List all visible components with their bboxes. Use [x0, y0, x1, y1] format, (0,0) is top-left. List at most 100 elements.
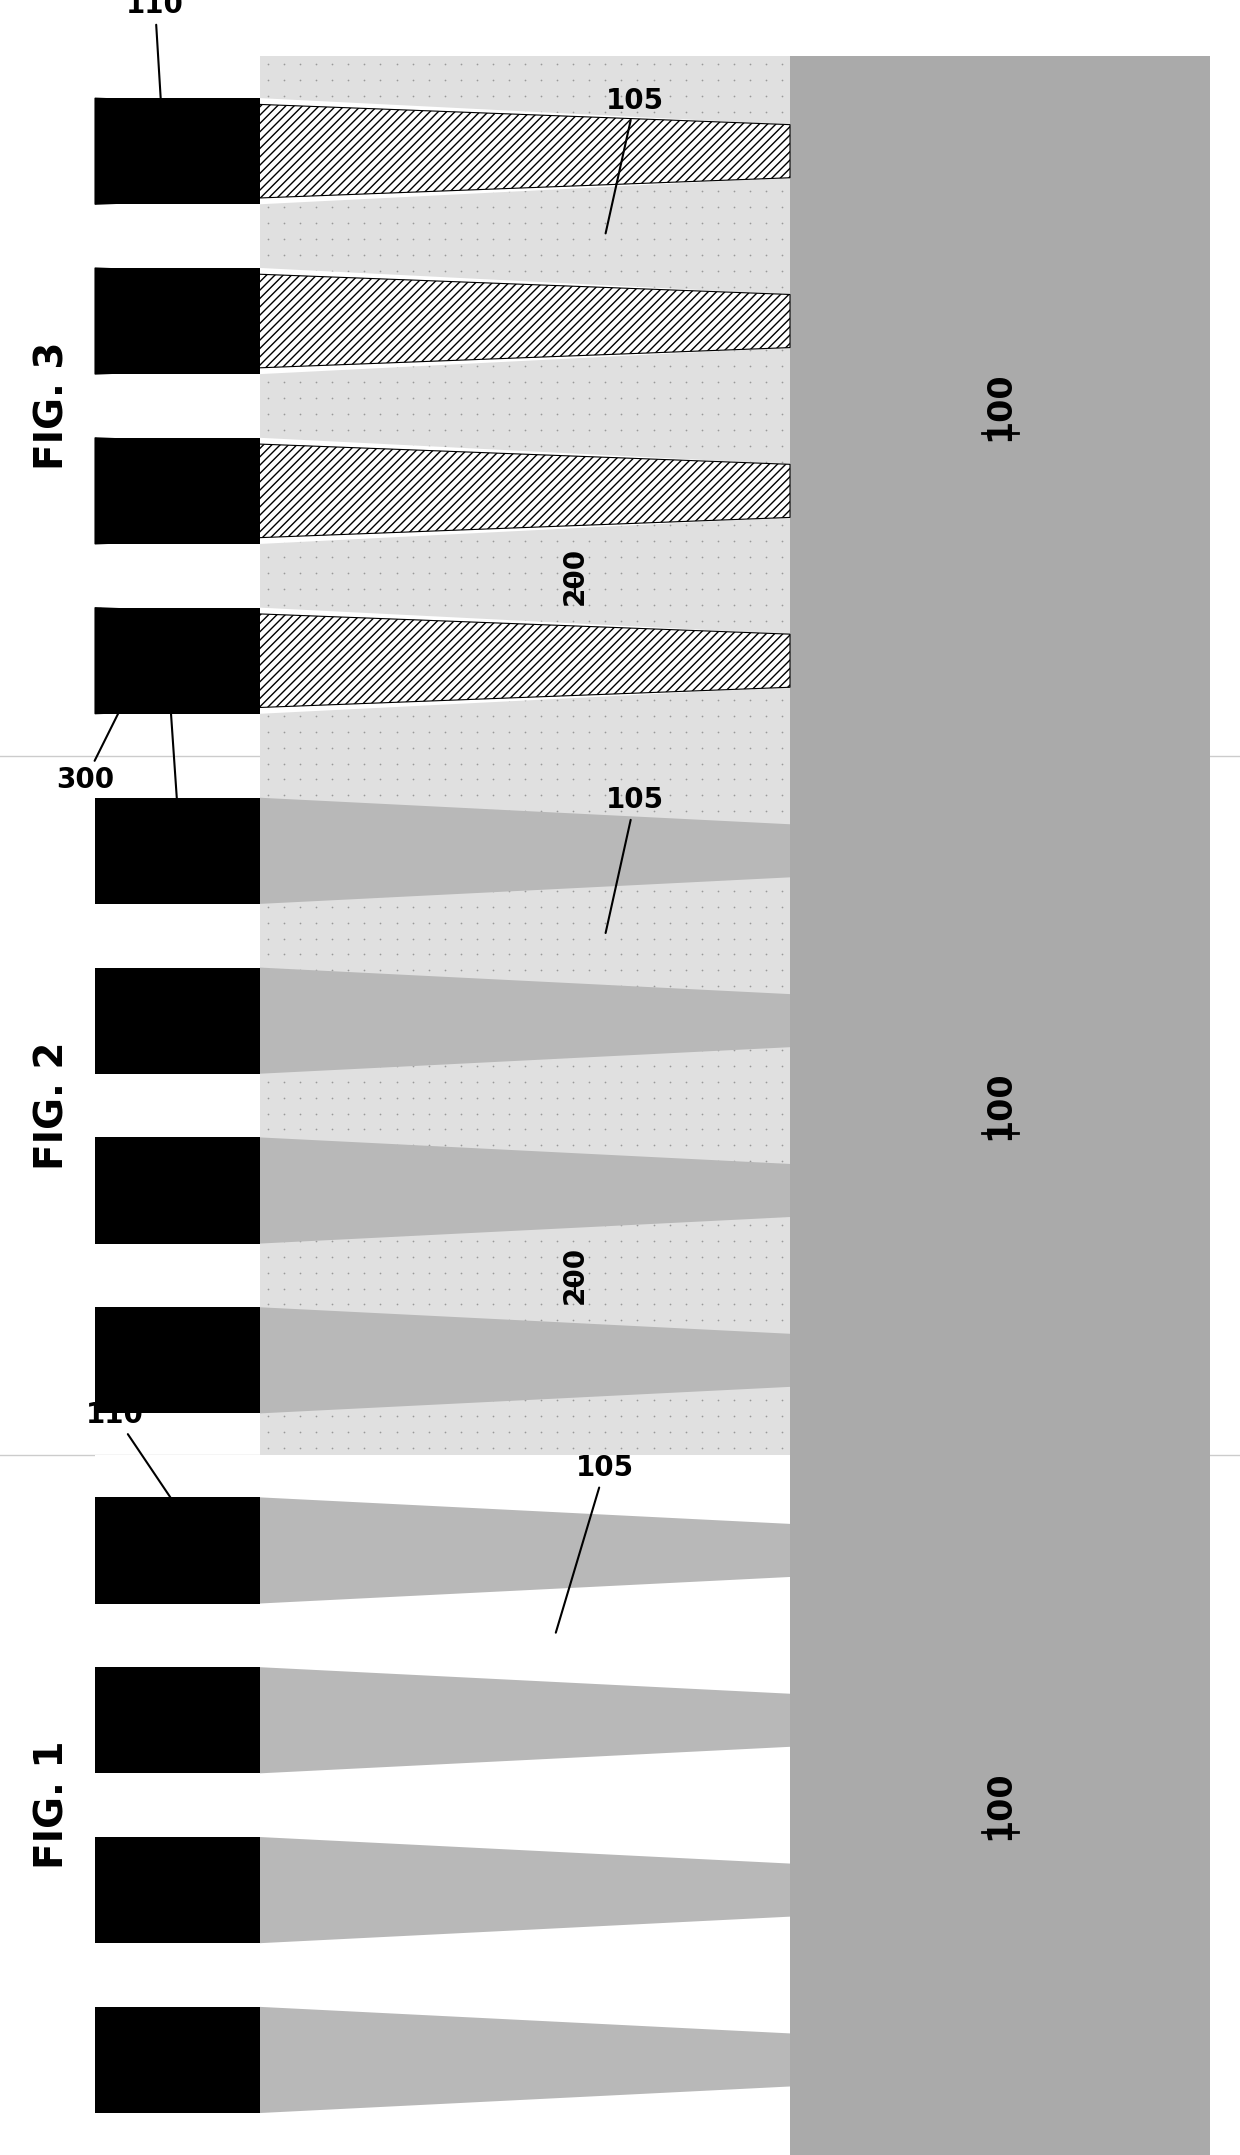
Point: [660, 970, 680, 1004]
Point: [274, 668, 294, 703]
Point: [676, 1192, 696, 1226]
Point: [660, 334, 680, 369]
Point: [611, 1080, 631, 1114]
Point: [435, 78, 455, 112]
Point: [451, 793, 471, 828]
Point: [563, 1334, 583, 1368]
Point: [676, 397, 696, 431]
Point: [531, 1351, 551, 1386]
Point: [371, 1304, 391, 1338]
Point: [419, 1319, 439, 1353]
Point: [692, 937, 712, 972]
Point: [322, 715, 342, 750]
Point: [387, 444, 407, 478]
Point: [322, 1032, 342, 1067]
Point: [306, 1319, 326, 1353]
Point: [451, 1334, 471, 1368]
Point: [387, 1065, 407, 1099]
Point: [467, 858, 487, 892]
Point: [724, 858, 744, 892]
Point: [547, 1000, 567, 1034]
Point: [708, 1144, 728, 1179]
Point: [339, 205, 358, 239]
Point: [611, 698, 631, 733]
Point: [515, 1159, 534, 1194]
Point: [676, 698, 696, 733]
Point: [306, 1271, 326, 1306]
Point: [387, 1304, 407, 1338]
Point: [467, 1351, 487, 1386]
Point: [531, 1256, 551, 1291]
Point: [451, 1032, 471, 1067]
Point: [403, 541, 423, 575]
Point: [258, 1049, 278, 1084]
Point: [773, 78, 792, 112]
Point: [482, 1256, 502, 1291]
Point: [403, 349, 423, 384]
Point: [676, 1351, 696, 1386]
Point: [339, 1080, 358, 1114]
Point: [563, 476, 583, 511]
Point: [322, 588, 342, 623]
Point: [258, 1159, 278, 1194]
Point: [644, 205, 663, 239]
Point: [740, 62, 760, 97]
Point: [387, 858, 407, 892]
Point: [274, 222, 294, 256]
Point: [547, 157, 567, 192]
Point: [355, 1366, 374, 1401]
Point: [708, 461, 728, 496]
Point: [482, 890, 502, 924]
Point: [515, 397, 534, 431]
Point: [274, 763, 294, 797]
Point: [563, 556, 583, 590]
Point: [451, 412, 471, 446]
Point: [435, 1431, 455, 1465]
Polygon shape: [95, 608, 790, 713]
Point: [644, 588, 663, 623]
Point: [498, 746, 518, 780]
Point: [627, 1192, 647, 1226]
Point: [547, 349, 567, 384]
Point: [756, 461, 776, 496]
Point: [773, 778, 792, 812]
Point: [644, 1399, 663, 1433]
Point: [435, 110, 455, 144]
Point: [660, 302, 680, 336]
Point: [435, 381, 455, 416]
Point: [451, 731, 471, 765]
Point: [258, 1414, 278, 1448]
Point: [482, 524, 502, 558]
Point: [371, 571, 391, 606]
Point: [724, 937, 744, 972]
Point: [740, 317, 760, 351]
Point: [403, 731, 423, 765]
Point: [660, 476, 680, 511]
Point: [515, 1224, 534, 1259]
Point: [676, 556, 696, 590]
Point: [403, 334, 423, 369]
Point: [435, 237, 455, 272]
Point: [563, 1431, 583, 1465]
Point: [531, 843, 551, 877]
Point: [627, 1144, 647, 1179]
Point: [306, 668, 326, 703]
Point: [467, 157, 487, 192]
Point: [644, 858, 663, 892]
Point: [531, 1112, 551, 1146]
Point: [563, 1271, 583, 1306]
Point: [708, 317, 728, 351]
Point: [660, 509, 680, 543]
Point: [306, 1080, 326, 1114]
Point: [627, 698, 647, 733]
Point: [482, 254, 502, 289]
Point: [740, 715, 760, 750]
Point: [692, 1127, 712, 1162]
Point: [339, 1207, 358, 1241]
Point: [515, 444, 534, 478]
Point: [547, 1287, 567, 1321]
Point: [756, 302, 776, 336]
Point: [322, 1304, 342, 1338]
Point: [676, 269, 696, 304]
Point: [306, 1097, 326, 1131]
